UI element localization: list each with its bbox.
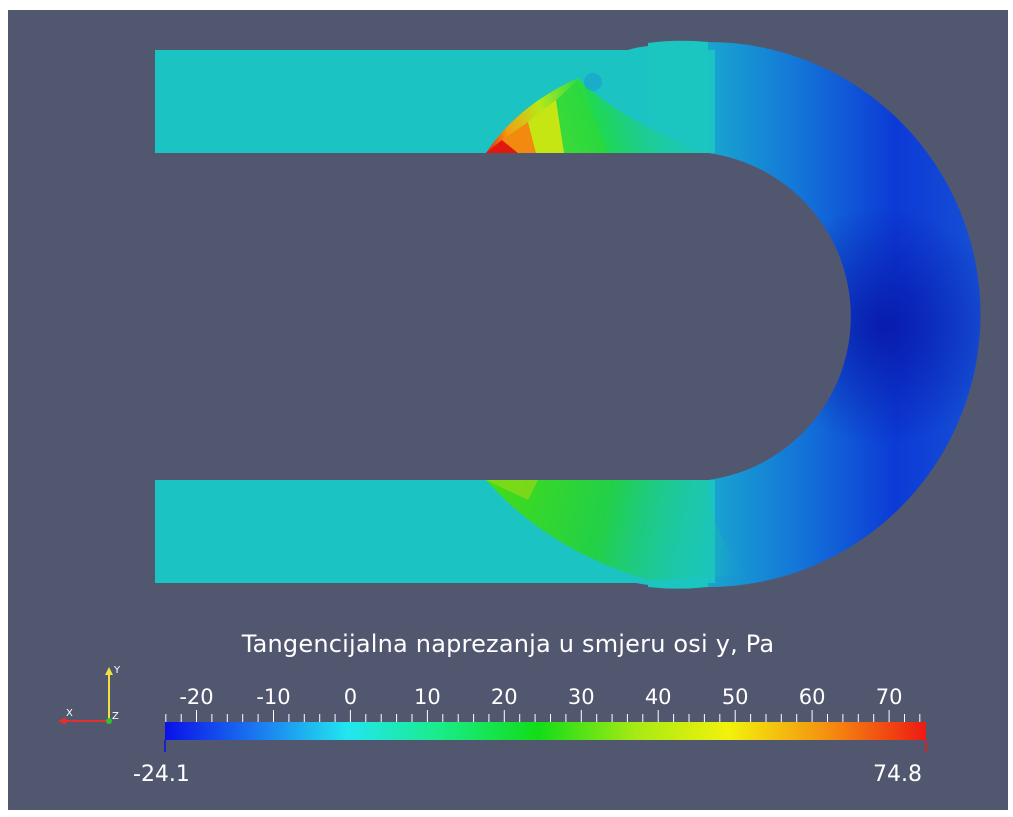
- colorbar-tick-label: 60: [798, 685, 826, 709]
- colorbar-min-label: -24.1: [133, 762, 190, 787]
- colorbar-tick-label: -10: [256, 685, 291, 709]
- colorbar-max-label: 74.8: [873, 762, 922, 787]
- colorbar-tick-label: 20: [490, 685, 518, 709]
- axes-orientation-triad: [58, 667, 113, 725]
- colorbar-tick-label: 40: [644, 685, 672, 709]
- colorbar: [164, 710, 927, 752]
- colorbar-tick-label: 70: [875, 685, 903, 709]
- upper-junction-stress: [486, 73, 708, 153]
- colorbar-tick-label: 10: [414, 685, 441, 709]
- colorbar-tick-label: 0: [343, 685, 358, 709]
- colorbar-tick-label: -20: [179, 685, 214, 709]
- colorbar-tick-label: 50: [721, 685, 749, 709]
- triad-x-label: X: [66, 708, 73, 719]
- triad-z-label: Z: [112, 711, 119, 722]
- colorbar-tick-label: 30: [567, 685, 595, 709]
- triad-y-label: Y: [114, 665, 121, 676]
- render-viewport[interactable]: Tangencijalna naprezanja u smjeru osi y,…: [8, 10, 1008, 810]
- colorbar-gradient: [165, 722, 926, 740]
- colorbar-ticks: [165, 710, 921, 722]
- pipe-bend-scene: [58, 40, 981, 752]
- lower-junction-stress: [486, 480, 748, 580]
- colorbar-title: Tangencijalna naprezanja u smjeru osi y,…: [241, 630, 775, 658]
